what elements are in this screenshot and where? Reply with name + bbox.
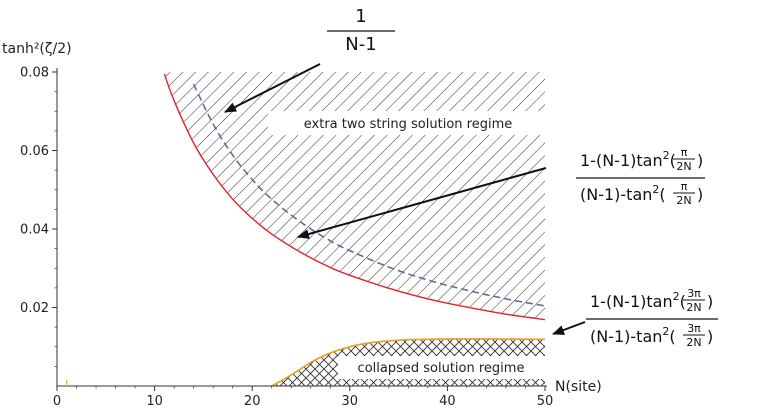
x-tick-label: 20 <box>244 394 261 408</box>
region-lower-label: collapsed solution regime <box>358 361 525 376</box>
x-tick-label: 30 <box>342 394 359 408</box>
y-tick-label: 0.06 <box>20 144 49 159</box>
annotation-red-formula: 1-(N-1)tan2( (N-1)-tan2( π2N)π2N) <box>297 146 705 239</box>
x-tick-label: 0 <box>53 394 61 408</box>
fraction-arg-close-paren: ) <box>697 185 703 204</box>
x-tick-label: 10 <box>146 394 163 408</box>
fraction-arg-denominator: 2N <box>686 301 701 314</box>
y-axis-label: tanh²(ζ/2) <box>2 41 72 57</box>
annotation-dashed-numerator: 1 <box>355 6 366 27</box>
fraction-arg-numerator: π <box>681 180 688 193</box>
fraction-arg-denominator: 2N <box>676 194 691 207</box>
fraction-arg-close-paren: ) <box>707 327 713 346</box>
region-upper-label: extra two string solution regime <box>304 117 512 132</box>
annotation-red-arrow <box>297 167 547 239</box>
series-red-curve <box>163 73 546 321</box>
y-axis-ticks: 0.02 0.04 0.06 0.08 <box>20 66 57 367</box>
annotation-orange-arrow <box>552 321 586 335</box>
y-tick-label: 0.08 <box>20 66 49 81</box>
x-axis-label: N(site) <box>555 379 602 395</box>
annotation-red-denominator: (N-1)-tan2( <box>580 183 666 204</box>
annotation-orange-numerator: 1-(N-1)tan2( <box>590 290 686 311</box>
y-tick-label: 0.02 <box>20 301 49 316</box>
annotation-red-numerator: 1-(N-1)tan2( <box>580 149 676 170</box>
annotation-dashed-denominator: N-1 <box>345 34 376 55</box>
annotation-dashed-arrow <box>224 63 321 113</box>
region-upper-label-box <box>268 111 548 135</box>
region-upper-hatch <box>164 72 545 320</box>
x-axis-ticks: 0 10 20 30 40 50 <box>53 386 553 408</box>
y-tick-label: 0.04 <box>20 223 49 238</box>
fraction-arg-numerator: 3π <box>687 322 701 335</box>
region-lower-label-box <box>338 356 546 379</box>
fraction-arg-denominator: 2N <box>686 336 701 349</box>
fraction-arg-numerator: π <box>681 146 688 159</box>
fraction-arg-close-paren: ) <box>707 292 713 311</box>
series-orange-curve <box>271 338 546 386</box>
fraction-arg-close-paren: ) <box>697 151 703 170</box>
x-tick-label: 40 <box>439 394 456 408</box>
series-dashed-curve <box>192 83 546 307</box>
fraction-arg-denominator: 2N <box>676 160 691 173</box>
annotation-dashed-formula: 1 N-1 <box>224 6 395 113</box>
x-tick-label: 50 <box>537 394 554 408</box>
fraction-arg-numerator: 3π <box>687 287 701 300</box>
series-lines <box>163 73 546 386</box>
annotation-orange-denominator: (N-1)-tan2( <box>590 325 676 346</box>
